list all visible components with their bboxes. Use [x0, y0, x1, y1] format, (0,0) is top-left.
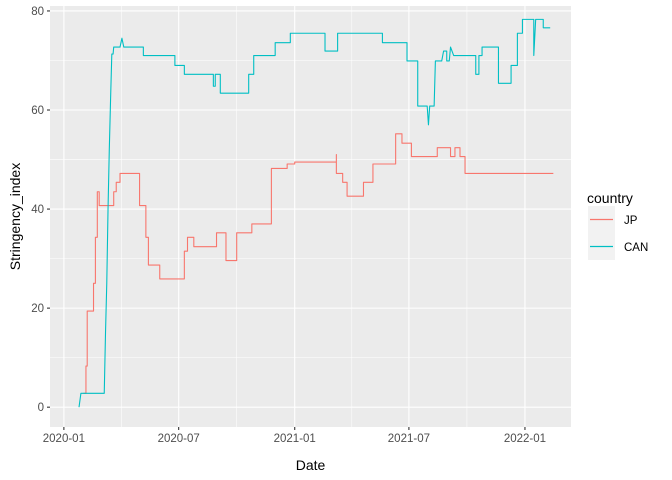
major-gridlines — [50, 6, 571, 427]
y-tick-label: 80 — [31, 6, 44, 18]
x-tick-label: 2020-01 — [43, 433, 85, 445]
plot-panel — [50, 6, 571, 427]
legend-title: country — [587, 190, 633, 206]
y-tick-label: 60 — [31, 105, 44, 117]
axis-layer: 0 20 40 60 80 2020-01 2020-07 2021-01 2021-07 202… — [31, 6, 546, 445]
y-axis-title: Stringency_index — [7, 163, 23, 270]
series-layer — [78, 18, 554, 408]
y-tick-label: 0 — [38, 402, 44, 414]
series-line-jp — [83, 133, 554, 394]
legend-label-jp: JP — [624, 215, 638, 227]
legend-label-can: CAN — [624, 242, 648, 254]
y-tick-label: 40 — [31, 204, 44, 216]
x-tick-label: 2020-07 — [158, 433, 200, 445]
x-tick-label: 2021-07 — [388, 433, 430, 445]
legend: country JP CAN — [587, 190, 648, 260]
x-tick-label: 2021-01 — [274, 433, 316, 445]
x-tick-label: 2022-01 — [504, 433, 546, 445]
x-axis-title: Date — [296, 457, 326, 473]
series-line-can — [78, 18, 551, 408]
minor-gridlines — [50, 6, 571, 427]
y-tick-label: 20 — [31, 303, 44, 315]
